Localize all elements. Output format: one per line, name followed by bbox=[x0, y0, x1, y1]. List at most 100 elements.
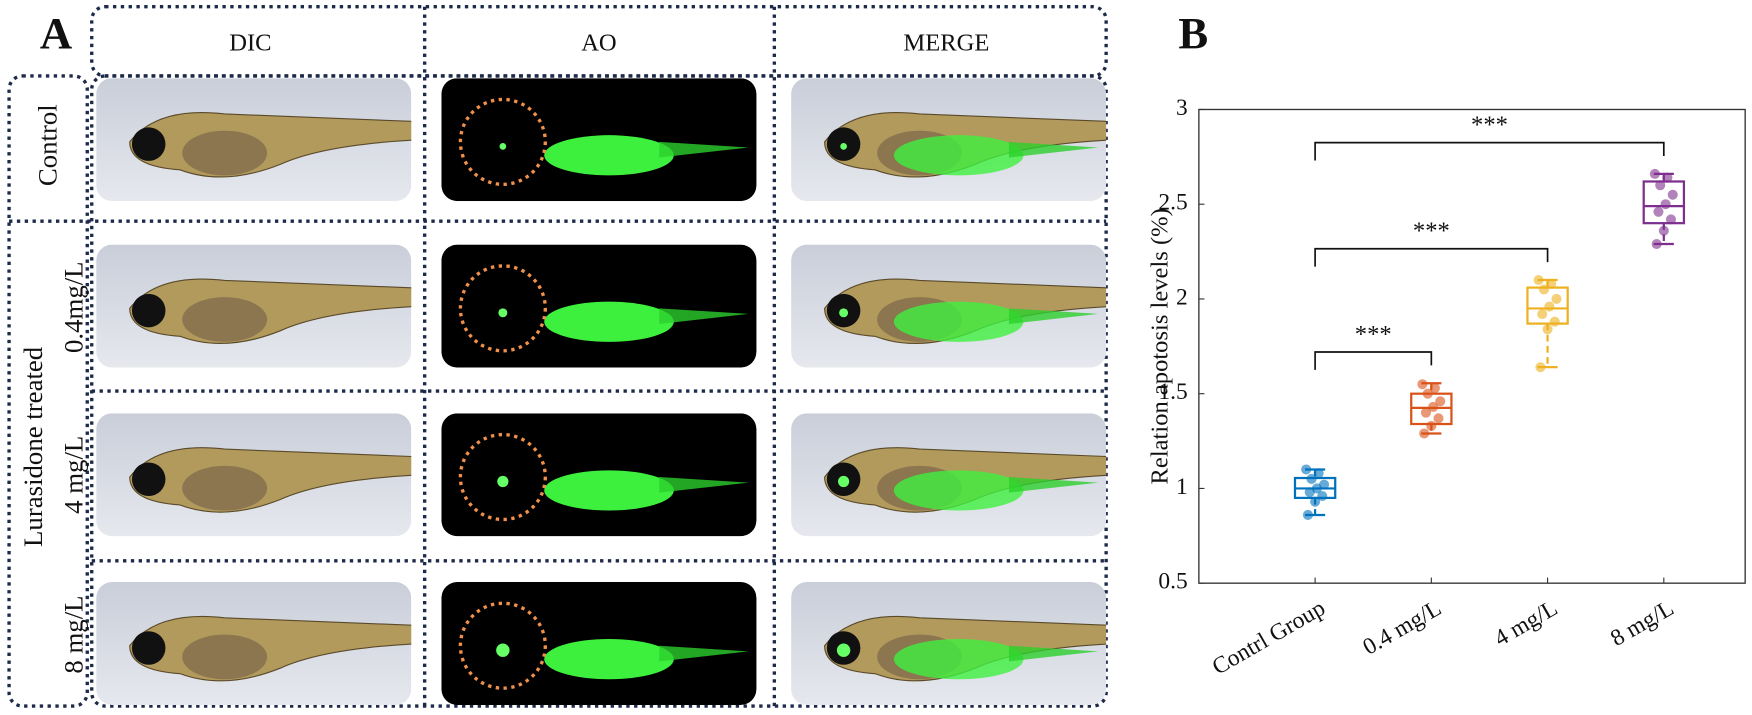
larva-eye bbox=[131, 631, 166, 665]
data-point bbox=[1310, 496, 1321, 507]
significance-label: *** bbox=[1471, 112, 1508, 139]
y-tick-label: 2.5 bbox=[1158, 190, 1187, 216]
data-point bbox=[1435, 396, 1446, 407]
fluorescence-eye bbox=[497, 475, 509, 488]
significance-bracket bbox=[1314, 141, 1665, 161]
fluorescence-tail bbox=[659, 645, 749, 662]
fluorescence-tail bbox=[1008, 308, 1099, 324]
data-point bbox=[1665, 214, 1676, 225]
fluorescence-eye bbox=[840, 143, 847, 150]
x-tick-label: 4 mg/L bbox=[1490, 595, 1562, 652]
column-header: DIC bbox=[229, 29, 271, 56]
fluorescence bbox=[893, 301, 1024, 342]
fluorescence-tail bbox=[659, 308, 749, 324]
larva-image bbox=[791, 413, 1107, 537]
data-point bbox=[1533, 274, 1544, 286]
data-point bbox=[1549, 316, 1560, 327]
larva-yolk bbox=[182, 465, 268, 511]
data-point bbox=[1302, 509, 1313, 520]
y-tick-label: 1 bbox=[1176, 474, 1188, 500]
row-label: 4 mg/L bbox=[58, 436, 88, 514]
larva-image bbox=[96, 582, 412, 705]
data-point bbox=[1544, 301, 1555, 312]
larva-yolk bbox=[182, 130, 268, 176]
fluorescence bbox=[893, 135, 1024, 176]
y-tick-label: 3 bbox=[1176, 95, 1188, 121]
data-point bbox=[1551, 293, 1562, 304]
region-circle bbox=[458, 432, 547, 522]
data-point bbox=[1662, 172, 1673, 183]
fluorescence bbox=[544, 135, 674, 176]
data-point bbox=[1428, 401, 1439, 412]
larva-image bbox=[791, 78, 1107, 202]
larva-image bbox=[441, 244, 757, 368]
data-point bbox=[1538, 284, 1550, 295]
significance-label: *** bbox=[1355, 321, 1392, 348]
data-point bbox=[1426, 420, 1437, 431]
larva-image bbox=[96, 78, 412, 202]
fluorescence-tail bbox=[1008, 645, 1099, 662]
region-circle bbox=[458, 601, 547, 690]
data-point bbox=[1667, 189, 1678, 200]
x-tick-label: Contrl Group bbox=[1208, 595, 1330, 680]
data-point bbox=[1651, 238, 1662, 250]
panel-label: B bbox=[1178, 8, 1208, 58]
y-tick-label: 1.5 bbox=[1158, 379, 1187, 405]
fluorescence-tail bbox=[659, 141, 749, 158]
data-point bbox=[1313, 468, 1324, 479]
y-axis-label: Relation apotosis levels (%) bbox=[1147, 208, 1174, 484]
fluorescence-eye bbox=[839, 308, 849, 318]
region-circle bbox=[458, 264, 547, 353]
larva-yolk bbox=[182, 634, 268, 680]
data-point bbox=[1542, 324, 1553, 335]
data-point bbox=[1301, 464, 1312, 475]
larva-eye bbox=[131, 127, 166, 161]
row-label: Control bbox=[33, 104, 63, 186]
larva-image bbox=[791, 582, 1107, 705]
row-label: 8 mg/L bbox=[58, 595, 88, 673]
x-tick-label: 8 mg/L bbox=[1606, 595, 1678, 652]
y-tick-label: 0.5 bbox=[1158, 569, 1187, 595]
data-point bbox=[1317, 490, 1328, 502]
data-point bbox=[1649, 168, 1660, 179]
data-point bbox=[1429, 382, 1440, 394]
larva-eye bbox=[131, 462, 166, 497]
column-header: MERGE bbox=[903, 29, 989, 56]
grid-frame bbox=[7, 5, 1108, 708]
data-point bbox=[1546, 278, 1557, 289]
fluorescence bbox=[544, 639, 674, 680]
larva-eye bbox=[131, 293, 166, 328]
column-header: AO bbox=[581, 29, 616, 56]
y-tick-label: 2 bbox=[1176, 284, 1188, 310]
significance-bracket bbox=[1314, 351, 1433, 370]
region-circle bbox=[458, 97, 547, 187]
row-label: 0.4mg/L bbox=[58, 261, 88, 353]
data-point bbox=[1306, 473, 1317, 484]
data-point bbox=[1660, 199, 1671, 210]
box bbox=[1642, 180, 1686, 225]
data-point bbox=[1420, 407, 1432, 418]
fluorescence-eye bbox=[499, 143, 507, 150]
larva-image bbox=[441, 78, 757, 202]
fluorescence-tail bbox=[1008, 141, 1099, 158]
data-point bbox=[1537, 309, 1548, 320]
larva-image bbox=[791, 244, 1107, 368]
larva-image bbox=[441, 413, 757, 537]
larva-yolk bbox=[182, 297, 268, 342]
significance-bracket bbox=[1314, 247, 1549, 267]
fluorescence-eye bbox=[496, 643, 510, 657]
fluorescence bbox=[893, 639, 1024, 680]
fluorescence bbox=[544, 470, 674, 511]
fluorescence-eye bbox=[838, 475, 850, 488]
data-point bbox=[1422, 388, 1433, 399]
fluorescence-tail bbox=[1008, 477, 1099, 493]
panel-label: A bbox=[40, 8, 72, 58]
larva-image bbox=[441, 582, 757, 705]
fluorescence bbox=[544, 301, 674, 342]
fluorescence-eye bbox=[836, 643, 851, 657]
data-point bbox=[1535, 362, 1546, 373]
fluorescence-eye bbox=[498, 308, 508, 318]
x-tick-label: 0.4 mg/L bbox=[1358, 595, 1445, 661]
